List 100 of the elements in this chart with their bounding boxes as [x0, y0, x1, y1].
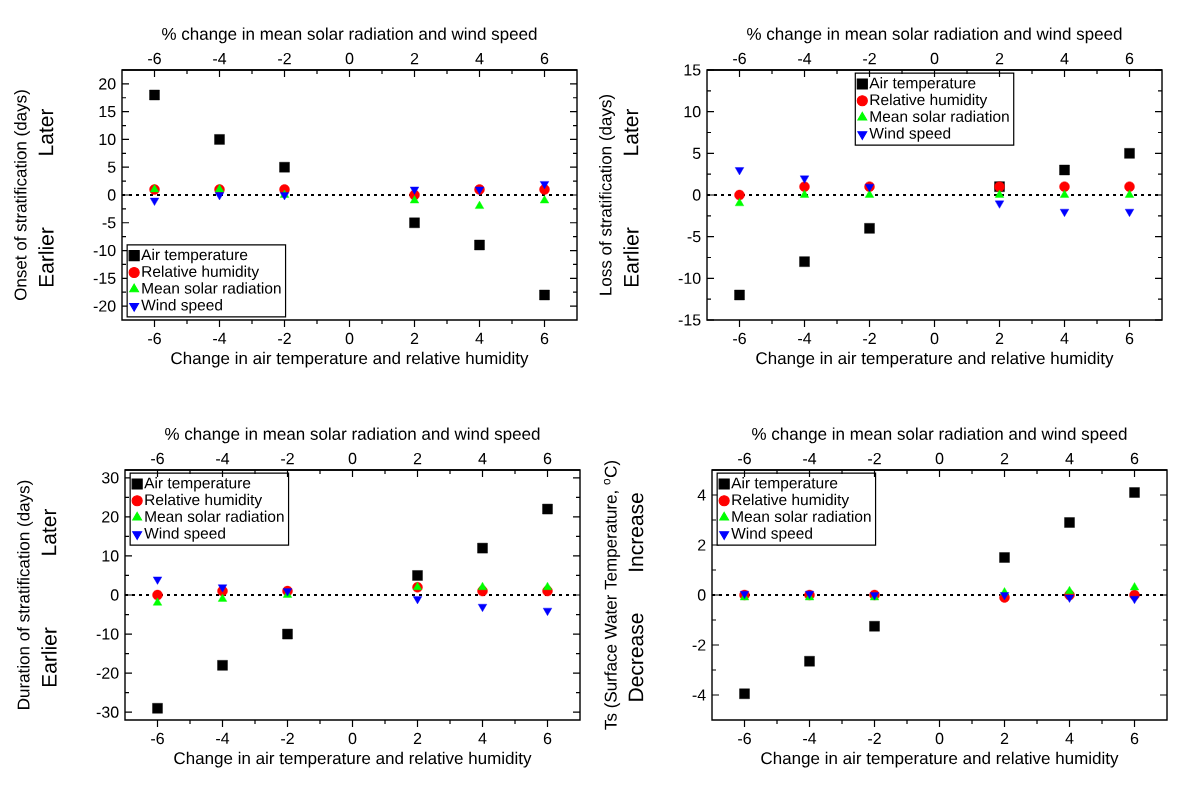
x-tick-label: 2: [413, 452, 422, 465]
legend-label: Mean solar radiation: [732, 510, 871, 523]
x-tick-label: -6: [738, 452, 751, 465]
x2-axis-title: % change in mean solar radiation and wind speed: [165, 427, 540, 444]
y-tick-label: -15: [678, 314, 701, 326]
y-tick-label: 10: [102, 550, 119, 562]
x2-axis-title: % change in mean solar radiation and wind speed: [752, 427, 1127, 444]
y-tick-label: 10: [99, 133, 116, 146]
x2-tick-label: 2: [995, 332, 1004, 345]
x2-tick-label: 6: [540, 332, 549, 345]
legend-label: Air temperature: [869, 77, 976, 92]
x-axis-title: Change in air temperature and relative humidity: [761, 751, 1119, 768]
x2-tick-label: -4: [216, 732, 230, 744]
legend-label: Relative humidity: [870, 93, 988, 109]
y-tick-label: 5: [692, 147, 701, 159]
y-tick-label: -10: [93, 244, 116, 257]
x-axis-title: Change in air temperature and relative humidity: [171, 351, 529, 368]
x-tick-label: 0: [348, 452, 357, 465]
x2-tick-label: -4: [803, 732, 817, 744]
y-tick-label: -10: [678, 272, 701, 284]
x-tick-label: -6: [148, 52, 161, 65]
text: Earlier: [623, 227, 639, 287]
y-tick-label: -5: [102, 217, 116, 229]
x2-tick-label: 2: [1000, 732, 1009, 745]
x2-tick-label: 0: [345, 332, 354, 345]
x2-tick-label: -6: [148, 332, 161, 345]
x-tick-label: 4: [1065, 453, 1074, 465]
text: Increase: [628, 493, 644, 571]
legend-label: Mean solar radiation: [145, 510, 284, 523]
x-tick-label: -2: [278, 52, 291, 65]
x2-tick-label: -6: [151, 732, 164, 745]
x2-tick-label: -4: [213, 332, 227, 344]
legend-label: Wind speed: [144, 527, 225, 542]
legend-label: Air temperature: [144, 477, 251, 492]
y-tick-label: 4: [697, 489, 706, 501]
y-tick-label: 20: [102, 511, 119, 523]
x2-tick-label: -2: [278, 332, 291, 345]
x-tick-label: -6: [733, 52, 746, 65]
y-axis-title: Duration of stratification (days): [17, 480, 33, 709]
y-tick-label: 0: [107, 189, 116, 201]
y-tick-label: -2: [692, 639, 706, 651]
legend-label: Mean solar radiation: [870, 110, 1009, 123]
x-axis-title: Change in air temperature and relative humidity: [756, 351, 1114, 368]
x2-tick-label: 0: [348, 732, 357, 745]
y-tick-label: 15: [99, 106, 116, 118]
x-tick-label: 6: [540, 52, 549, 65]
legend-label: Wind speed: [869, 127, 951, 142]
x-tick-label: -2: [281, 452, 294, 465]
x2-tick-label: 0: [930, 332, 939, 345]
legend-label: Air temperature: [731, 477, 838, 492]
x2-tick-label: -6: [738, 732, 751, 745]
text: Later: [38, 108, 54, 155]
legend-label: Relative humidity: [145, 493, 263, 509]
x-tick-label: 6: [1130, 452, 1139, 465]
x2-tick-label: 4: [478, 732, 487, 744]
y-axis-title: Loss of stratification (days): [599, 94, 615, 295]
x-tick-label: -4: [803, 453, 817, 465]
x-tick-label: -4: [798, 53, 812, 65]
text: Earlier: [38, 227, 54, 287]
y-tick-label: -15: [93, 272, 116, 284]
x2-tick-label: -2: [281, 732, 294, 745]
y-tick-label: 5: [107, 161, 116, 173]
x2-tick-label: -6: [733, 332, 746, 345]
y-tick-label: -5: [687, 231, 701, 243]
y-axis-title: Onset of stratification (days): [14, 90, 30, 300]
x2-tick-label: 6: [1130, 732, 1139, 745]
x-tick-label: 4: [1060, 53, 1069, 65]
legend-label: Relative humidity: [142, 265, 260, 281]
text: Decrease: [628, 613, 644, 701]
x2-tick-label: 4: [1060, 332, 1069, 344]
x2-tick-label: -2: [863, 332, 876, 345]
y-tick-label: 2: [698, 539, 706, 551]
legend-label: Wind speed: [141, 299, 222, 314]
legend-label: Wind speed: [731, 527, 812, 542]
text: Later: [623, 108, 639, 155]
x2-axis-title: % change in mean solar radiation and wind speed: [162, 27, 537, 44]
x-tick-label: -2: [868, 452, 881, 465]
legend-label: Air temperature: [141, 248, 248, 264]
y-tick-label: -10: [96, 628, 119, 640]
x2-tick-label: 6: [1125, 332, 1134, 345]
x2-tick-label: -2: [868, 732, 881, 745]
x-tick-label: 0: [345, 52, 354, 65]
legend-label: Relative humidity: [732, 493, 850, 509]
y-tick-label: 30: [101, 472, 119, 484]
x2-tick-label: 6: [543, 732, 552, 745]
y-tick-label: -20: [96, 667, 119, 679]
x-tick-label: 2: [995, 52, 1004, 65]
x-tick-label: 4: [478, 453, 487, 465]
y-tick-label: -30: [96, 706, 119, 718]
y-tick-label: 10: [684, 106, 701, 118]
y-tick-label: 15: [684, 64, 701, 76]
x-tick-label: -6: [151, 452, 164, 465]
x-tick-label: -2: [863, 52, 876, 65]
legend-label: Mean solar radiation: [142, 282, 281, 294]
x-tick-label: -4: [213, 53, 227, 65]
y-tick-label: 0: [692, 189, 701, 201]
x2-tick-label: 4: [475, 332, 484, 344]
x-axis-title: Change in air temperature and relative humidity: [174, 751, 532, 768]
x-tick-label: 2: [410, 52, 419, 65]
x2-axis-title: % change in mean solar radiation and wind speed: [747, 27, 1122, 44]
